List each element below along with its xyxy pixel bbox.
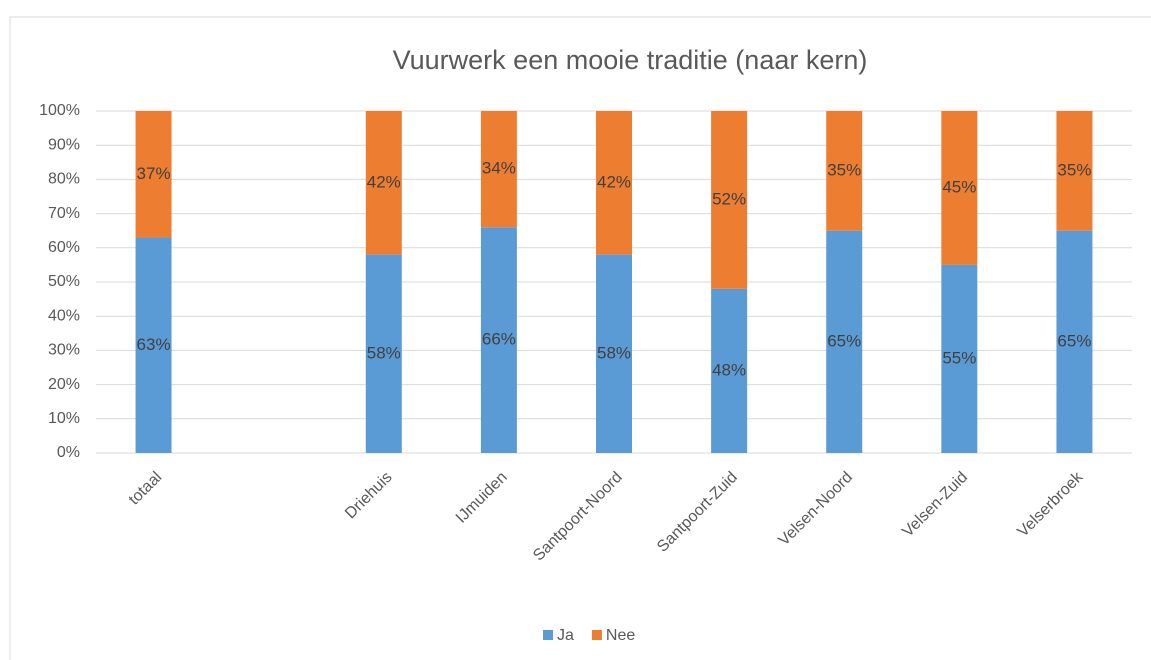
- y-tick-label: 70%: [48, 205, 80, 222]
- bar-segment: [365, 111, 402, 255]
- y-tick-label: 10%: [48, 410, 80, 427]
- data-label: 55%: [942, 348, 976, 367]
- data-label: 65%: [1057, 331, 1091, 350]
- bar-segment: [1056, 111, 1093, 231]
- bar-segment: [826, 230, 863, 453]
- y-tick-label: 90%: [48, 136, 80, 153]
- y-tick-label: 40%: [48, 307, 80, 324]
- data-label: 52%: [712, 189, 746, 208]
- data-label: 63%: [137, 335, 171, 354]
- bar-segment: [711, 111, 748, 289]
- data-label: 37%: [137, 164, 171, 183]
- bar-segment: [941, 111, 978, 265]
- bar-segment: [480, 227, 517, 453]
- y-tick-label: 80%: [48, 171, 80, 188]
- y-tick-label: 20%: [48, 376, 80, 393]
- bar-segment: [941, 264, 978, 453]
- legend-swatch: [591, 630, 602, 640]
- bar-segment: [365, 254, 402, 453]
- bar-segment: [711, 288, 748, 453]
- bar-segment: [480, 111, 517, 228]
- chart-title: Vuurwerk een mooie traditie (naar kern): [393, 45, 868, 75]
- legend-label: Ja: [557, 627, 574, 644]
- data-label: 58%: [367, 343, 401, 362]
- chart-border: [9, 16, 1151, 660]
- data-label: 42%: [367, 172, 401, 191]
- data-label: 35%: [1057, 160, 1091, 179]
- bar-segment: [596, 111, 632, 255]
- data-label: 35%: [827, 160, 861, 179]
- y-tick-label: 0%: [57, 444, 80, 461]
- data-label: 48%: [712, 360, 746, 379]
- legend-swatch: [543, 630, 553, 640]
- data-label: 34%: [482, 159, 516, 178]
- bar-segment: [826, 111, 863, 231]
- bar-segment: [135, 237, 172, 453]
- y-tick-label: 50%: [48, 273, 80, 290]
- y-tick-label: 30%: [48, 342, 80, 359]
- y-tick-label: 60%: [48, 239, 80, 256]
- bar-segment: [596, 254, 632, 453]
- data-label: 42%: [597, 172, 631, 191]
- bar-segment: [1056, 230, 1093, 453]
- data-label: 65%: [827, 331, 861, 350]
- legend-label: Nee: [606, 627, 635, 644]
- data-label: 66%: [482, 330, 516, 349]
- bar-segment: [135, 111, 172, 238]
- data-label: 58%: [597, 343, 631, 362]
- y-tick-label: 100%: [39, 102, 80, 119]
- data-label: 45%: [942, 177, 976, 196]
